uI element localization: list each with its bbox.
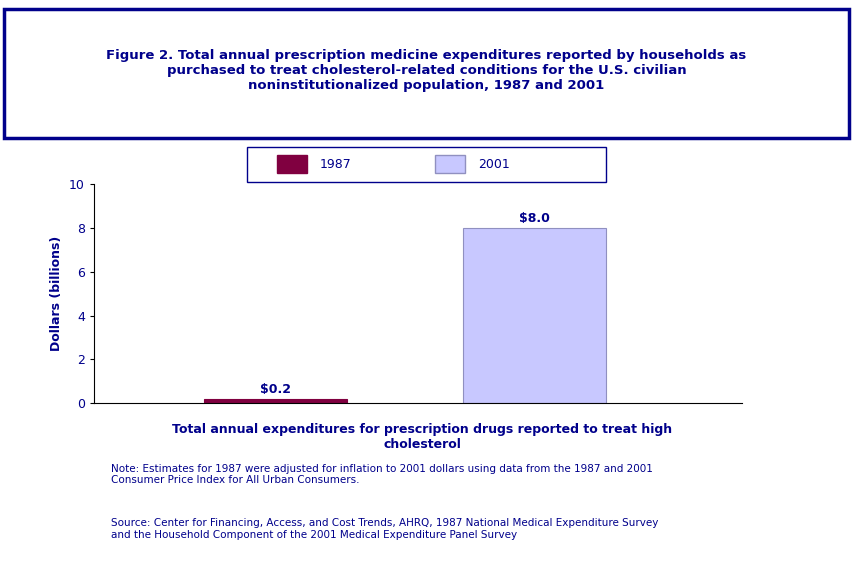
Bar xyxy=(277,156,307,173)
Text: Figure 2. Total annual prescription medicine expenditures reported by households: Figure 2. Total annual prescription medi… xyxy=(106,50,746,92)
Text: $8.0: $8.0 xyxy=(519,213,550,225)
Bar xyxy=(463,228,605,403)
Text: $0.2: $0.2 xyxy=(260,383,291,396)
Bar xyxy=(435,156,464,173)
Bar xyxy=(247,147,605,182)
Bar xyxy=(204,399,346,403)
Text: 1987: 1987 xyxy=(320,158,351,170)
Text: 2001: 2001 xyxy=(477,158,509,170)
Y-axis label: Dollars (billions): Dollars (billions) xyxy=(50,236,63,351)
Text: Note: Estimates for 1987 were adjusted for inflation to 2001 dollars using data : Note: Estimates for 1987 were adjusted f… xyxy=(111,464,652,485)
Text: Source: Center for Financing, Access, and Cost Trends, AHRQ, 1987 National Medic: Source: Center for Financing, Access, an… xyxy=(111,518,658,540)
Text: Total annual expenditures for prescription drugs reported to treat high
choleste: Total annual expenditures for prescripti… xyxy=(172,423,671,452)
